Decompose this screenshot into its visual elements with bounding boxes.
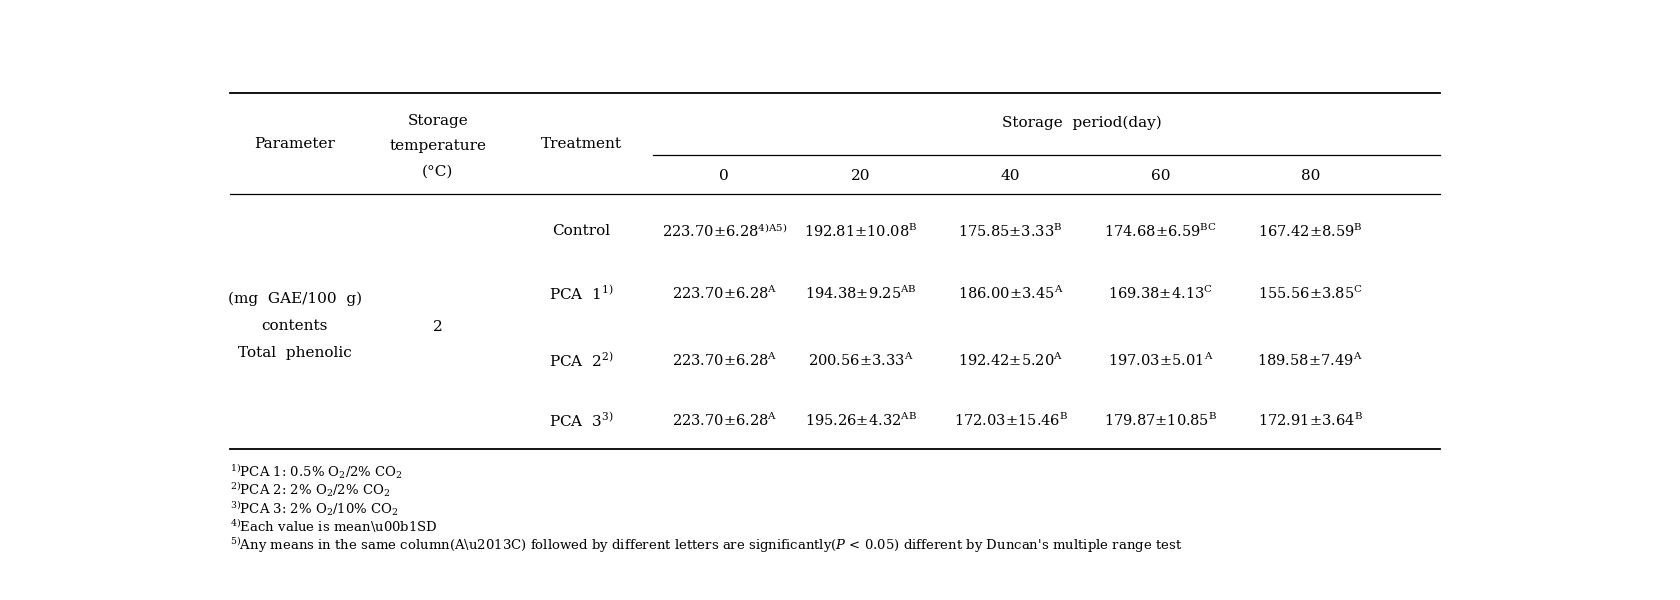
- Text: Parameter: Parameter: [254, 137, 334, 151]
- Text: temperature: temperature: [390, 139, 486, 153]
- Text: PCA  1$^{\mathregular{1)}}$: PCA 1$^{\mathregular{1)}}$: [549, 284, 613, 303]
- Text: 197.03±5.01$^{\mathregular{A}}$: 197.03±5.01$^{\mathregular{A}}$: [1107, 352, 1213, 370]
- Text: 172.91±3.64$^{\mathregular{B}}$: 172.91±3.64$^{\mathregular{B}}$: [1258, 412, 1362, 430]
- Text: 192.42±5.20$^{\mathregular{A}}$: 192.42±5.20$^{\mathregular{A}}$: [958, 352, 1063, 370]
- Text: 169.38±4.13$^{\mathregular{C}}$: 169.38±4.13$^{\mathregular{C}}$: [1107, 285, 1213, 302]
- Text: Storage: Storage: [408, 113, 469, 128]
- Text: $^{3)}$PCA 3: 2% O$_2$/10% CO$_2$: $^{3)}$PCA 3: 2% O$_2$/10% CO$_2$: [230, 499, 398, 518]
- Text: Treatment: Treatment: [541, 137, 622, 151]
- Text: Total  phenolic: Total phenolic: [239, 346, 351, 360]
- Text: 174.68±6.59$^{\mathregular{BC}}$: 174.68±6.59$^{\mathregular{BC}}$: [1104, 223, 1216, 240]
- Text: (°C): (°C): [422, 164, 454, 178]
- Text: $^{2)}$PCA 2: 2% O$_2$/2% CO$_2$: $^{2)}$PCA 2: 2% O$_2$/2% CO$_2$: [230, 481, 390, 499]
- Text: 179.87±10.85$^{\mathregular{B}}$: 179.87±10.85$^{\mathregular{B}}$: [1104, 412, 1216, 430]
- Text: (mg  GAE/100  g): (mg GAE/100 g): [227, 292, 361, 307]
- Text: 172.03±15.46$^{\mathregular{B}}$: 172.03±15.46$^{\mathregular{B}}$: [954, 412, 1068, 430]
- Text: 195.26±4.32$^{\mathregular{AB}}$: 195.26±4.32$^{\mathregular{AB}}$: [805, 412, 917, 430]
- Text: PCA  3$^{\mathregular{3)}}$: PCA 3$^{\mathregular{3)}}$: [549, 412, 613, 430]
- Text: 189.58±7.49$^{\mathregular{A}}$: 189.58±7.49$^{\mathregular{A}}$: [1257, 352, 1362, 370]
- Text: 2: 2: [433, 320, 444, 334]
- Text: Control: Control: [553, 224, 610, 238]
- Text: 223.70±6.28$^{\mathregular{4)A5)}}$: 223.70±6.28$^{\mathregular{4)A5)}}$: [662, 223, 786, 241]
- Text: 155.56±3.85$^{\mathregular{C}}$: 155.56±3.85$^{\mathregular{C}}$: [1258, 285, 1362, 302]
- Text: 0: 0: [719, 169, 729, 183]
- Text: 223.70±6.28$^{\mathregular{A}}$: 223.70±6.28$^{\mathregular{A}}$: [672, 285, 776, 302]
- Text: 175.85±3.33$^{\mathregular{B}}$: 175.85±3.33$^{\mathregular{B}}$: [959, 223, 1063, 240]
- Text: $^{4)}$Each value is mean\u00b1SD: $^{4)}$Each value is mean\u00b1SD: [230, 518, 437, 535]
- Text: PCA  2$^{\mathregular{2)}}$: PCA 2$^{\mathregular{2)}}$: [549, 352, 613, 370]
- Text: 200.56±3.33$^{\mathregular{A}}$: 200.56±3.33$^{\mathregular{A}}$: [808, 352, 914, 370]
- Text: 223.70±6.28$^{\mathregular{A}}$: 223.70±6.28$^{\mathregular{A}}$: [672, 412, 776, 430]
- Text: $^{1)}$PCA 1: 0.5% O$_2$/2% CO$_2$: $^{1)}$PCA 1: 0.5% O$_2$/2% CO$_2$: [230, 463, 403, 481]
- Text: 167.42±8.59$^{\mathregular{B}}$: 167.42±8.59$^{\mathregular{B}}$: [1258, 223, 1362, 240]
- Text: 192.81±10.08$^{\mathregular{B}}$: 192.81±10.08$^{\mathregular{B}}$: [805, 223, 917, 240]
- Text: contents: contents: [262, 319, 328, 333]
- Text: 80: 80: [1300, 169, 1320, 183]
- Text: 194.38±9.25$^{\mathregular{AB}}$: 194.38±9.25$^{\mathregular{AB}}$: [805, 285, 917, 302]
- Text: $^{5)}$Any means in the same column(A\u2013C) followed by different letters are : $^{5)}$Any means in the same column(A\u2…: [230, 536, 1181, 556]
- Text: 223.70±6.28$^{\mathregular{A}}$: 223.70±6.28$^{\mathregular{A}}$: [672, 352, 776, 370]
- Text: 60: 60: [1151, 169, 1171, 183]
- Text: Storage  period(day): Storage period(day): [1003, 116, 1163, 130]
- Text: 40: 40: [1001, 169, 1020, 183]
- Text: 20: 20: [852, 169, 870, 183]
- Text: 186.00±3.45$^{\mathregular{A}}$: 186.00±3.45$^{\mathregular{A}}$: [958, 285, 1063, 302]
